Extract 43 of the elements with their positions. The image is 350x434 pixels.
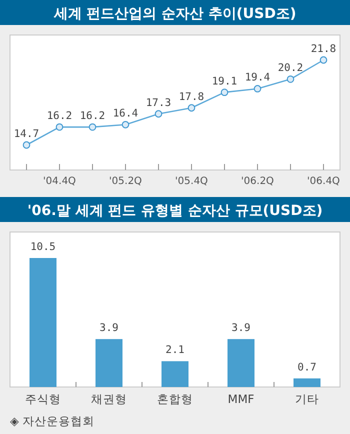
data-label: 10.5 xyxy=(30,241,56,253)
data-label: 17.8 xyxy=(178,90,204,103)
x-tick-label: '04.4Q xyxy=(43,176,76,187)
x-tick-label: '06.4Q xyxy=(307,176,340,187)
x-tick-label: '06.2Q xyxy=(241,176,274,187)
data-label: 21.8 xyxy=(310,43,336,55)
x-tick-label: '05.4Q xyxy=(175,176,208,187)
bar xyxy=(162,361,188,387)
x-tick-label: 주식형 xyxy=(25,392,61,406)
data-label: 17.3 xyxy=(146,96,172,109)
bar xyxy=(294,378,320,387)
point xyxy=(220,88,228,96)
data-label: 3.9 xyxy=(232,322,250,334)
point xyxy=(254,85,262,92)
x-tick-label: MMF xyxy=(228,392,254,406)
data-label: 3.9 xyxy=(100,322,118,334)
data-label: 0.7 xyxy=(298,361,316,374)
x-tick-label: 혼합형 xyxy=(157,392,193,406)
data-label: 16.2 xyxy=(80,110,106,122)
bar xyxy=(228,339,254,387)
chart-title: 세계 펀드산업의 순자산 추이(USD조) xyxy=(52,6,296,22)
data-label: 20.2 xyxy=(278,62,304,74)
text: ◈ 자산운용협회 xyxy=(10,414,94,428)
point xyxy=(154,110,162,118)
point xyxy=(320,56,328,64)
data-label: 19.4 xyxy=(244,72,270,84)
data-label: 16.2 xyxy=(46,110,72,122)
point xyxy=(188,104,196,112)
point xyxy=(22,141,30,149)
data-label: 2.1 xyxy=(166,344,184,356)
data-label: 14.7 xyxy=(14,128,40,140)
data-label: 16.4 xyxy=(112,108,138,120)
x-tick-label: '05.2Q xyxy=(109,176,142,187)
point xyxy=(56,123,64,131)
point xyxy=(88,123,96,131)
point xyxy=(286,75,294,83)
bar xyxy=(96,339,122,387)
data-label: 19.1 xyxy=(212,75,238,88)
x-tick-label: 채권형 xyxy=(91,392,127,406)
bar xyxy=(30,258,56,387)
x-tick-label: 기타 xyxy=(295,392,319,406)
point xyxy=(122,120,130,128)
chart-title: '06.말 세계 펀드 유형별 순자산 규모(USD조) xyxy=(27,203,323,219)
